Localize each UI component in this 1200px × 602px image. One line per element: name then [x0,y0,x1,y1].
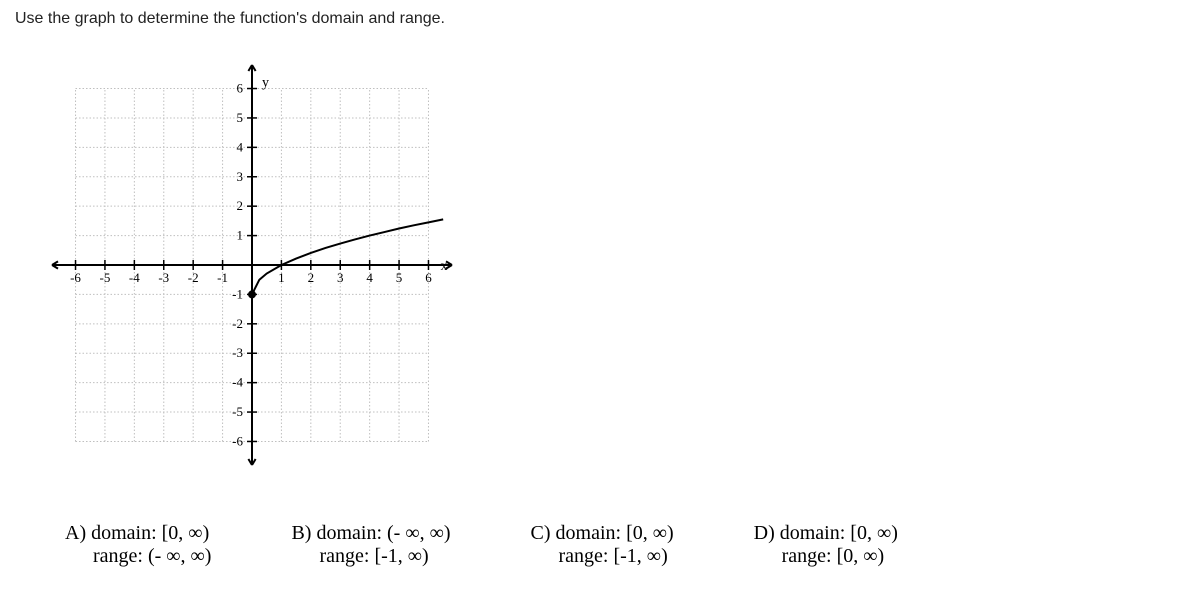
svg-text:-1: -1 [232,286,243,301]
choice-d-line2: range: [0, ∞) [782,545,898,568]
choice-a-line1: A) domain: [0, ∞) [65,522,211,545]
function-graph: -6 -5 -4 -3 -2 -1 1 2 3 4 5 6 6 5 4 3 2 1 -1 -2 -3 -4 -5 -6 x y [40,53,464,477]
svg-text:5: 5 [396,270,403,285]
choice-b-line1: B) domain: (- ∞, ∞) [291,522,450,545]
svg-text:-3: -3 [158,270,169,285]
svg-text:-6: -6 [232,433,243,448]
choice-b-line2: range: [-1, ∞) [319,545,450,568]
svg-text:6: 6 [237,81,244,96]
answer-choices: A) domain: [0, ∞) range: (- ∞, ∞) B) dom… [65,522,1185,568]
choice-b[interactable]: B) domain: (- ∞, ∞) range: [-1, ∞) [291,522,450,568]
svg-text:6: 6 [425,270,432,285]
svg-text:y: y [262,76,269,91]
choice-a-line2: range: (- ∞, ∞) [93,545,211,568]
choice-c-line2: range: [-1, ∞) [559,545,674,568]
svg-text:3: 3 [337,270,344,285]
svg-text:-3: -3 [232,345,243,360]
choice-c[interactable]: C) domain: [0, ∞) range: [-1, ∞) [531,522,674,568]
svg-text:-1: -1 [217,270,228,285]
graph-container: -6 -5 -4 -3 -2 -1 1 2 3 4 5 6 6 5 4 3 2 1 -1 -2 -3 -4 -5 -6 x y [40,53,1185,482]
svg-text:x: x [440,259,447,274]
choice-d-line1: D) domain: [0, ∞) [754,522,898,545]
svg-text:-5: -5 [100,270,111,285]
svg-text:4: 4 [237,139,244,154]
question-text: Use the graph to determine the function'… [15,10,1185,28]
svg-text:3: 3 [237,169,244,184]
svg-text:2: 2 [308,270,315,285]
svg-text:-4: -4 [129,270,140,285]
svg-text:1: 1 [278,270,285,285]
choice-d[interactable]: D) domain: [0, ∞) range: [0, ∞) [754,522,898,568]
svg-text:-4: -4 [232,375,243,390]
choice-c-line1: C) domain: [0, ∞) [531,522,674,545]
svg-text:4: 4 [366,270,373,285]
svg-text:1: 1 [237,228,244,243]
svg-text:-2: -2 [232,316,243,331]
choice-a[interactable]: A) domain: [0, ∞) range: (- ∞, ∞) [65,522,211,568]
svg-text:-6: -6 [70,270,81,285]
svg-text:-2: -2 [188,270,199,285]
svg-text:5: 5 [237,110,244,125]
svg-text:-5: -5 [232,404,243,419]
svg-text:2: 2 [237,198,244,213]
